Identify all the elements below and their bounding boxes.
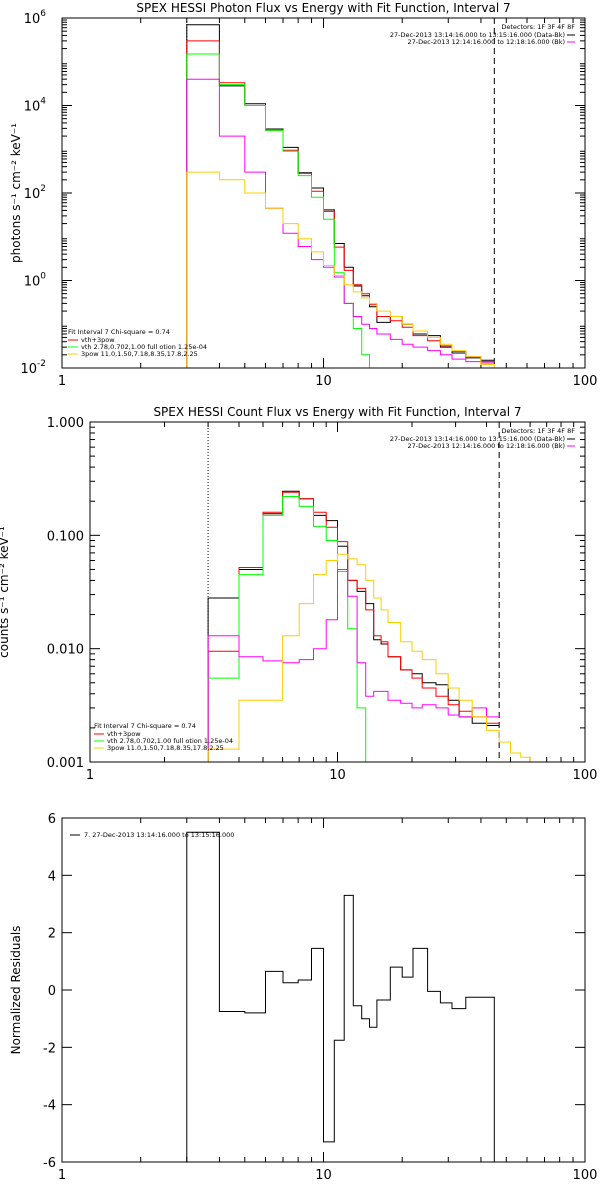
y-tick-label: -6 [43,1156,56,1171]
y-tick-label: 0.100 [47,529,84,544]
y-tick-label: 100 [24,272,47,290]
y-tick-label: 1.000 [47,416,84,431]
x-tick-label: 1 [86,768,94,783]
y-tick-label: 106 [24,9,47,27]
y-tick-label: 4 [48,869,56,884]
y-tick-label: 2 [48,927,56,942]
legend-label: 27-Dec-2013 13:14:16.000 to 13:15:16.000… [390,435,565,443]
y-tick-label: 0.001 [47,756,84,771]
legend-title: Fit Interval 7 Chi-square = 0.74 [94,722,196,730]
x-tick-label: 100 [573,1168,598,1183]
x-tick-label: 100 [573,768,598,783]
y-axis-label: photons s⁻¹ cm⁻² keV⁻¹ [9,123,23,263]
legend-label: 27-Dec-2013 12:14:16.000 to 12:18:16.000… [408,38,566,46]
data-area [207,490,539,762]
series-2-step-line [186,40,495,368]
x-tick-label: 100 [573,374,598,389]
legend-label: 27-Dec-2013 12:14:16.000 to 12:18:16.000… [408,442,566,450]
series-1-step-line [207,490,500,762]
y-tick-base: 10 [24,12,41,27]
legend-label: vth 2.78,0.702,1.00 full otion 1.25e-04 [107,737,233,745]
y-tick-exponent: -2 [37,359,46,369]
y-tick-exponent: 2 [40,184,46,194]
series-5-step-line [207,553,539,762]
series-1-step-line [186,24,495,368]
series-3-step-line [186,53,370,368]
x-tick-label: 10 [315,374,332,389]
chart-panel-2: SPEX HESSI Count Flux vs Energy with Fit… [0,405,597,783]
x-tick-label: 10 [329,768,346,783]
legend-label: vth+3pow [81,336,115,344]
legend-label: vth 2.78,0.702,1.00 full otion 1.25e-04 [81,343,207,351]
chart-title: SPEX HESSI Count Flux vs Energy with Fit… [153,405,521,419]
plot-frame [61,817,586,1163]
y-tick-label: 0.010 [47,643,84,658]
y-tick-label: 0 [48,984,56,999]
legend-label: 7. 27-Dec-2013 13:14:16.000 to 13:15:16.… [84,831,234,839]
y-tick-label: -4 [43,1099,56,1114]
y-tick-label: 104 [24,97,47,115]
legend-bottom-left: Fit Interval 7 Chi-square = 0.74vth+3pow… [94,722,233,752]
series-4-step-line [186,78,495,368]
data-area [186,831,495,1162]
y-tick-base: 10 [24,100,41,115]
legend-bottom-left: Fit Interval 7 Chi-square = 0.74vth+3pow… [68,328,207,358]
chart-title: SPEX HESSI Photon Flux vs Energy with Fi… [136,1,510,15]
y-tick-base: 10 [24,187,41,202]
series-2-step-line [207,491,500,762]
legend-title: Detectors: 1F 3F 4F 8F [501,23,575,31]
plot-frame [61,17,586,369]
x-tick-label: 10 [315,1168,332,1183]
legend-label: 27-Dec-2013 13:14:16.000 to 13:15:16.000… [390,31,565,39]
legend-label: 3pow 11.0,1.50,7.18,8.35,17.8,2.25 [107,744,224,752]
y-tick-exponent: 0 [40,272,46,282]
series-3-step-line [207,496,367,762]
x-tick-label: 1 [58,1168,66,1183]
plot-frame [89,421,586,763]
chart-panel-3: Normalized Residuals 1 10 100 -6 -4 -2 0 2 4 6 7. 2… [9,812,597,1183]
y-axis-label: Normalized Residuals [9,926,23,1055]
y-tick-exponent: 6 [40,9,46,19]
series-5-step-line [186,171,495,368]
y-axis-label: counts s⁻¹ cm⁻² keV⁻¹ [0,526,11,658]
y-tick-label: 10-2 [20,359,46,377]
legend-label: vth+3pow [107,730,141,738]
y-tick-base: 10 [20,362,37,377]
series-4-step-line [207,569,500,762]
legend-title: Detectors: 1F 3F 4F 8F [501,427,575,435]
y-tick-label: 102 [24,184,46,202]
data-area [186,24,495,368]
series-1-step-line [186,831,495,1162]
y-tick-label: -2 [43,1041,56,1056]
chart-panel-1: SPEX HESSI Photon Flux vs Energy with Fi… [9,1,597,389]
legend-label: 3pow 11.0,1.50,7.18,8.35,17.8,2.25 [81,350,198,358]
legend-top-left: 7. 27-Dec-2013 13:14:16.000 to 13:15:16.… [70,831,234,839]
legend-title: Fit Interval 7 Chi-square = 0.74 [68,328,170,336]
x-tick-label: 1 [58,374,66,389]
y-tick-label: 6 [48,812,56,827]
y-tick-base: 10 [24,275,41,290]
y-tick-exponent: 4 [40,97,46,107]
